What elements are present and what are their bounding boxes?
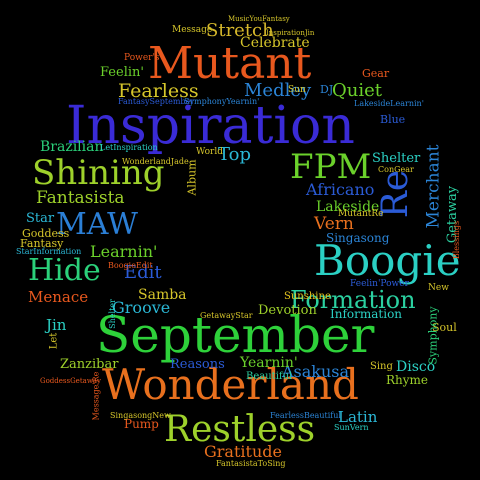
word: InspirationJin bbox=[266, 29, 315, 37]
word: Celebrate bbox=[240, 35, 310, 51]
word: Fantasy bbox=[20, 237, 64, 250]
word: Information bbox=[330, 307, 403, 321]
word: Star bbox=[26, 211, 55, 226]
word: SymphonyYearnin' bbox=[184, 97, 260, 106]
word: September bbox=[96, 306, 375, 364]
word: Goddess bbox=[22, 227, 70, 240]
word: GoddessGetaway bbox=[40, 377, 101, 385]
word: Shelter bbox=[372, 151, 421, 166]
word: Restless bbox=[164, 409, 316, 450]
word: Zanzibar bbox=[60, 357, 119, 372]
word: Hide bbox=[28, 253, 101, 288]
word: MusicYouFantasy bbox=[228, 15, 290, 23]
word: Blue bbox=[380, 113, 406, 126]
word: Sunshine bbox=[284, 291, 331, 302]
word: LakesideLearnin' bbox=[354, 99, 424, 108]
word: Wonderland bbox=[102, 360, 359, 409]
word: Vern bbox=[314, 214, 354, 234]
word: Soul bbox=[432, 321, 457, 334]
word: Fantasista bbox=[36, 188, 125, 208]
word: Reasons bbox=[170, 357, 225, 372]
word: DJ bbox=[320, 83, 334, 96]
word: MAW bbox=[56, 207, 139, 242]
word: Quiet bbox=[332, 80, 382, 101]
word: LetInspiration bbox=[100, 143, 158, 152]
word: GetawayStar bbox=[200, 311, 253, 320]
word: New bbox=[428, 283, 449, 293]
word: Devotion bbox=[258, 303, 317, 318]
word: Shining bbox=[32, 153, 165, 193]
word: Asakusa bbox=[282, 362, 350, 381]
word: Gratitude bbox=[204, 442, 282, 461]
word: Message bbox=[172, 25, 213, 35]
word: FantasySeptember bbox=[118, 97, 195, 106]
word: Rhyme bbox=[386, 373, 429, 387]
word: Lakeside bbox=[316, 199, 380, 215]
word: Latin bbox=[338, 408, 378, 426]
word: ConGear bbox=[378, 165, 414, 174]
word: Disco bbox=[396, 359, 436, 375]
word: FPM bbox=[290, 147, 372, 187]
word: Mutant bbox=[148, 38, 312, 89]
word: Sing bbox=[370, 361, 393, 372]
word: BoogieEdit bbox=[108, 261, 153, 270]
word: Feelin'Power bbox=[350, 279, 409, 289]
word: Power's bbox=[124, 53, 160, 63]
word: Medley bbox=[244, 80, 312, 101]
word: SunVern bbox=[334, 423, 369, 432]
word: Beautiful bbox=[246, 371, 293, 382]
word: Sun bbox=[288, 85, 306, 95]
word: SingasongNew bbox=[110, 411, 171, 420]
word: Boogie bbox=[314, 236, 461, 285]
word: Re bbox=[375, 169, 417, 219]
word: Shelter bbox=[107, 299, 117, 329]
word: Let bbox=[48, 332, 60, 350]
word: Menace bbox=[28, 288, 89, 306]
word: FantasistaToSing bbox=[216, 459, 286, 468]
word: World bbox=[196, 147, 223, 157]
word: FearlessBeautiful bbox=[270, 411, 341, 420]
word: Merchant bbox=[423, 144, 444, 229]
word: Inspiration bbox=[66, 96, 355, 156]
word: Symphony bbox=[426, 306, 440, 365]
word: Brazilian bbox=[40, 139, 104, 155]
word: MutantRe bbox=[338, 209, 384, 219]
word: Blessings bbox=[452, 220, 462, 260]
word: Stretch bbox=[206, 20, 274, 41]
word: Top bbox=[218, 144, 251, 165]
word: Gear bbox=[362, 67, 390, 80]
word: Jin bbox=[46, 316, 67, 334]
word: Fearless bbox=[118, 80, 199, 102]
word: Pump bbox=[124, 417, 159, 431]
word: WonderlandJade bbox=[122, 157, 189, 166]
word: Yearnin' bbox=[240, 355, 298, 371]
word: StarInformation bbox=[16, 247, 82, 256]
word: Edit bbox=[124, 262, 162, 283]
word: Formation bbox=[290, 286, 416, 314]
word: Feelin' bbox=[100, 65, 144, 80]
word: Africano bbox=[306, 180, 375, 199]
word: Groove bbox=[112, 298, 171, 317]
word: Learnin' bbox=[90, 242, 158, 261]
word: Singasong bbox=[326, 231, 390, 245]
word: Samba bbox=[138, 287, 187, 303]
